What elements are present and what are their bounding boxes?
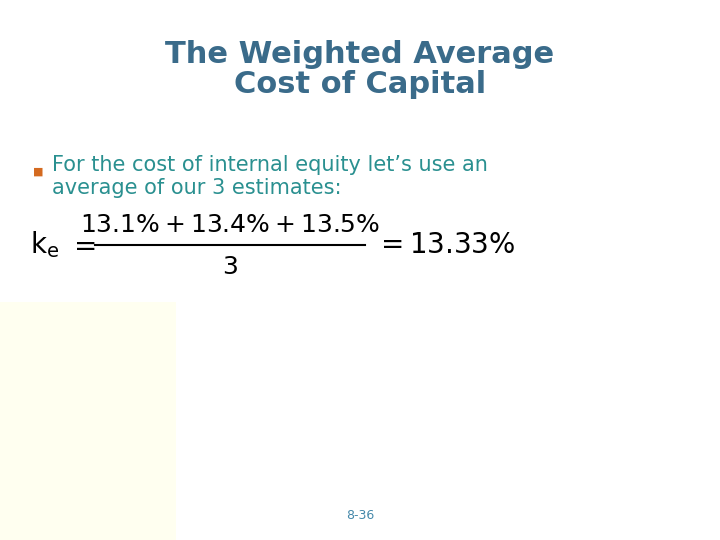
Text: $13.1\% + 13.4\% + 13.5\%$: $13.1\% + 13.4\% + 13.5\%$ xyxy=(80,213,380,237)
Text: For the cost of internal equity let’s use an: For the cost of internal equity let’s us… xyxy=(52,155,488,175)
Text: average of our 3 estimates:: average of our 3 estimates: xyxy=(52,178,341,198)
Text: $=$: $=$ xyxy=(68,231,96,259)
Text: 8-36: 8-36 xyxy=(346,509,374,522)
Text: ■: ■ xyxy=(32,167,43,177)
Text: $= 13.33\%$: $= 13.33\%$ xyxy=(375,231,516,259)
Text: Cost of Capital: Cost of Capital xyxy=(234,70,486,99)
Text: The Weighted Average: The Weighted Average xyxy=(166,40,554,69)
Text: $\mathrm{k_e}$: $\mathrm{k_e}$ xyxy=(30,230,59,260)
Text: $3$: $3$ xyxy=(222,255,238,279)
Bar xyxy=(0,302,176,540)
